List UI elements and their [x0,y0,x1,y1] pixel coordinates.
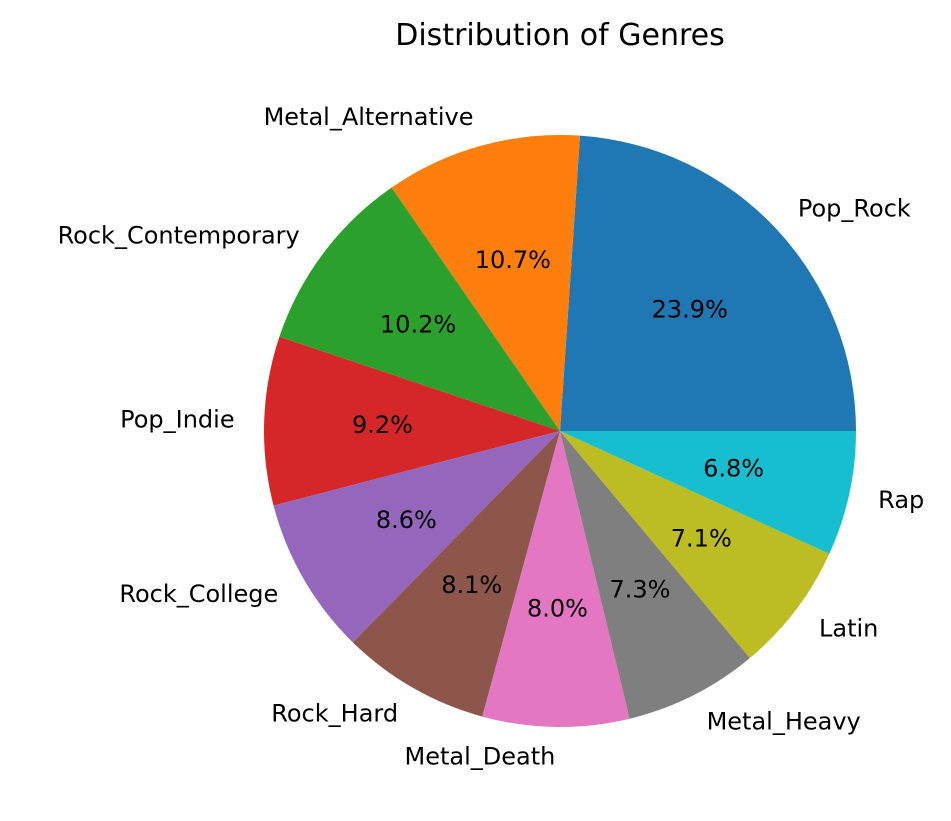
slice-percent-label: 23.9% [652,296,728,324]
pie-slice-metal-heavy [560,431,750,719]
slice-label: Pop_Indie [120,406,235,434]
slice-label: Rock_Hard [271,699,398,727]
slice-percent-label: 7.1% [671,525,732,553]
slice-label: Rock_Contemporary [58,221,300,249]
slice-percent-label: 8.6% [376,506,437,534]
slice-label: Metal_Heavy [707,708,861,736]
slice-percent-label: 8.1% [441,571,502,599]
slice-percent-label: 6.8% [703,455,764,483]
pie-slice-rock-hard [352,431,560,717]
slice-label: Metal_Alternative [264,103,474,131]
slice-percent-label: 8.0% [527,595,588,623]
pie-slice-pop-indie [264,336,560,506]
pie-slice-rock-college [273,431,560,643]
pie-slice-rock-contemporary [279,187,560,431]
pie-labels: Pop_Rock 23.9% Metal_Alternative 10.7% Rock_… [58,103,925,770]
slice-label: Metal_Death [405,743,556,771]
pie-slices [264,135,856,727]
pie-slice-rap [560,431,856,554]
slice-percent-label: 10.2% [380,310,456,338]
slice-label: Pop_Rock [798,195,911,223]
slice-percent-label: 7.3% [609,576,670,604]
slice-label: Rap [878,486,924,514]
slice-percent-label: 9.2% [352,411,413,439]
pie-slice-latin [560,431,830,659]
pie-slice-metal-death [482,431,630,727]
slice-percent-label: 10.7% [475,246,551,274]
pie-slice-pop-rock [560,135,856,431]
slice-label: Rock_College [119,580,278,608]
pie-slice-metal-alternative [391,135,580,431]
slice-label: Latin [819,614,878,642]
chart-title: Distribution of Genres [395,18,725,53]
